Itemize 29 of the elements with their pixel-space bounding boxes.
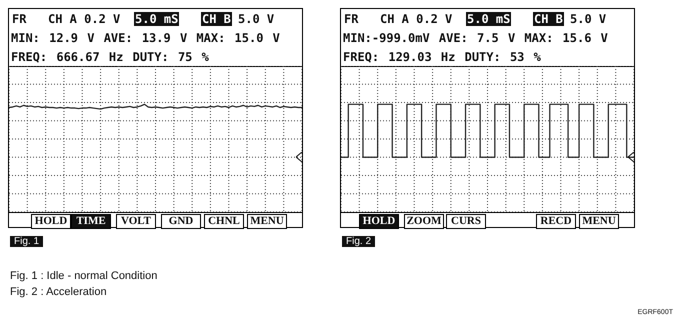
text: CH A 0.2 V [47, 12, 122, 26]
text: CH B [201, 12, 232, 26]
text: HOLD [359, 214, 399, 229]
text: CH B [533, 12, 564, 26]
text: CURS [446, 214, 486, 229]
text: GND [161, 214, 201, 229]
text: FREQ: 666.67 Hz DUTY: 75 % [11, 50, 209, 64]
text: 5.0 V [569, 12, 608, 26]
text: FR [11, 12, 28, 26]
text: FREQ: 129.03 Hz DUTY: 53 % [343, 50, 541, 64]
text: MENU [247, 214, 287, 229]
text: Fig. 2 [342, 236, 376, 247]
caption: Fig. 1 : Idle - normal Condition [10, 270, 158, 282]
text: CHNL [204, 214, 244, 229]
text: Fig. 1 [10, 236, 44, 247]
text: MENU [579, 214, 619, 229]
text: 5.0 V [237, 12, 276, 26]
text: VOLT [116, 214, 156, 229]
text: MIN:-999.0mV AVE: 7.5 V MAX: 15.6 V [343, 31, 608, 45]
caption: Fig. 2 : Acceleration [10, 286, 107, 298]
text: HOLD [31, 214, 71, 229]
text: TIME [71, 214, 111, 229]
text: 5.0 mS [134, 12, 180, 26]
text: MIN: 12.9 V AVE: 13.9 V MAX: 15.0 V [11, 31, 280, 45]
text: ZOOM [404, 214, 444, 229]
text: CH A 0.2 V [379, 12, 454, 26]
text: RECD [536, 214, 576, 229]
text: 5.0 mS [466, 12, 512, 26]
text: FR [343, 12, 360, 26]
